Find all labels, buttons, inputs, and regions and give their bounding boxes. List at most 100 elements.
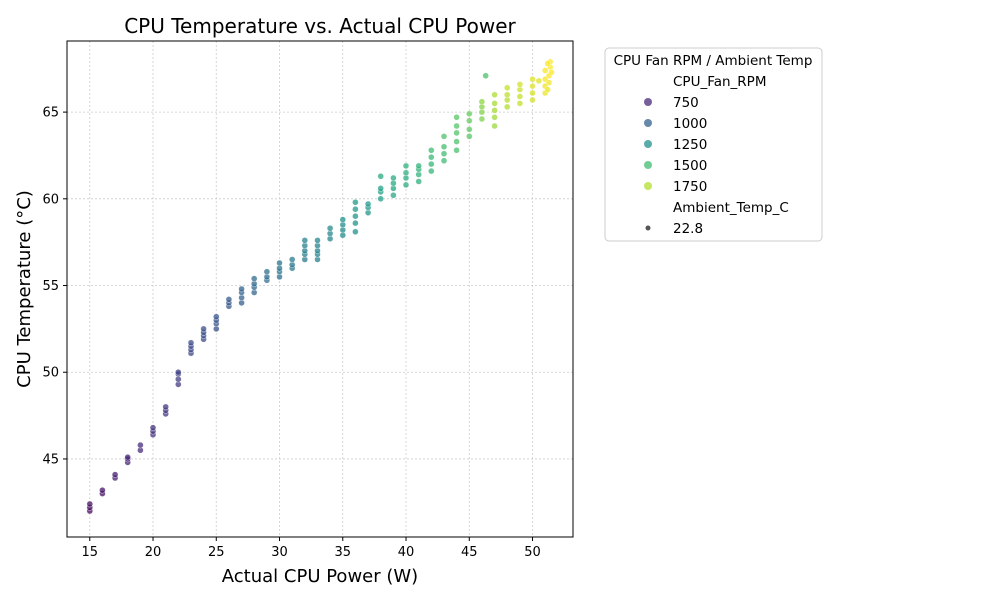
data-point: [352, 212, 359, 220]
legend-hue-marker: [644, 161, 652, 169]
data-point: [504, 84, 511, 92]
data-point: [544, 86, 551, 93]
data-point: [466, 133, 473, 140]
data-point: [187, 339, 195, 346]
data-point: [402, 162, 410, 170]
data-point: [529, 75, 536, 83]
data-point: [175, 369, 182, 376]
data-point: [111, 471, 119, 478]
chart-title: CPU Temperature vs. Actual CPU Power: [124, 14, 516, 38]
data-point: [491, 107, 498, 114]
data-point: [326, 225, 334, 232]
data-point: [544, 60, 551, 67]
data-point: [478, 115, 486, 123]
data-point: [529, 89, 536, 97]
y-tick-label: 50: [42, 366, 59, 381]
legend-hue-marker: [644, 182, 652, 190]
data-point: [428, 147, 435, 154]
data-point: [453, 114, 460, 121]
data-point: [149, 424, 157, 431]
data-point: [99, 487, 106, 494]
data-point: [466, 126, 473, 133]
data-point: [390, 174, 397, 182]
x-tick-label: 20: [145, 545, 162, 560]
data-point: [466, 110, 473, 118]
legend-hue-marker: [644, 119, 652, 127]
data-point: [453, 147, 460, 154]
data-point: [86, 500, 94, 508]
data-point: [162, 403, 169, 411]
data-point: [124, 454, 131, 461]
data-point: [238, 285, 245, 293]
data-point: [466, 117, 473, 125]
data-point: [428, 153, 435, 161]
data-point: [440, 150, 448, 157]
y-tick-label: 55: [42, 279, 59, 294]
data-point: [377, 195, 384, 203]
legend-box: [604, 47, 823, 242]
data-point: [352, 199, 359, 206]
data-point: [200, 325, 207, 333]
data-point: [535, 77, 542, 85]
x-tick-label: 15: [81, 545, 98, 560]
legend-hue-label: 1500: [673, 158, 707, 174]
legend-hue-marker: [644, 98, 652, 106]
legend-hue-label: 1750: [673, 179, 707, 195]
data-point: [491, 100, 498, 107]
y-tick-label: 65: [42, 106, 59, 121]
data-point: [377, 185, 384, 192]
data-point: [529, 82, 536, 90]
data-point: [225, 296, 233, 303]
legend-size-header: Ambient_Temp_C: [673, 200, 789, 216]
data-point: [482, 72, 489, 79]
legend-size-label: 22.8: [673, 221, 703, 237]
data-point: [428, 167, 435, 175]
data-point: [545, 79, 553, 86]
data-point: [352, 219, 359, 227]
data-point: [301, 237, 308, 244]
data-point: [542, 67, 549, 74]
data-point: [364, 200, 372, 208]
x-tick-label: 35: [334, 545, 351, 560]
legend-hue-marker: [644, 140, 652, 148]
data-point: [276, 259, 283, 267]
data-point: [491, 122, 498, 130]
data-point: [529, 96, 536, 104]
plot-frame: [66, 40, 574, 538]
data-point: [440, 157, 448, 164]
legend-title: CPU Fan RPM / Ambient Temp: [614, 53, 813, 69]
x-axis-label: Actual CPU Power (W): [222, 566, 418, 587]
y-tick-label: 45: [42, 452, 59, 467]
data-point: [504, 91, 511, 99]
x-tick-label: 45: [461, 545, 478, 560]
data-point: [491, 114, 498, 121]
data-point: [314, 237, 321, 244]
legend-hue-label: 750: [673, 95, 699, 111]
x-tick-label: 40: [398, 545, 415, 560]
legend-hue-label: 1250: [673, 137, 707, 153]
x-tick-label: 50: [524, 545, 541, 560]
x-tick-label: 25: [208, 545, 225, 560]
legend-hue-header: CPU_Fan_RPM: [673, 74, 766, 90]
data-point: [491, 91, 498, 99]
data-point: [339, 216, 346, 223]
data-point: [213, 313, 220, 320]
legend-hue-label: 1000: [673, 116, 707, 132]
data-point: [516, 93, 524, 100]
data-point: [516, 100, 524, 107]
legend-hue-entries: 750 1000 1250 1500 1750: [644, 95, 707, 195]
data-point: [352, 228, 359, 236]
data-point: [453, 138, 460, 145]
data-point: [390, 192, 397, 199]
y-tick-label: 60: [42, 192, 59, 207]
data-point: [263, 268, 271, 275]
x-axis-ticks: 15 20 25 30 35 40 45 50: [81, 537, 541, 560]
data-point: [402, 181, 410, 189]
data-point: [453, 129, 460, 137]
data-point: [504, 103, 511, 111]
data-point: [548, 68, 555, 76]
data-point: [137, 441, 144, 449]
x-tick-label: 30: [271, 545, 288, 560]
data-point: [453, 122, 460, 130]
